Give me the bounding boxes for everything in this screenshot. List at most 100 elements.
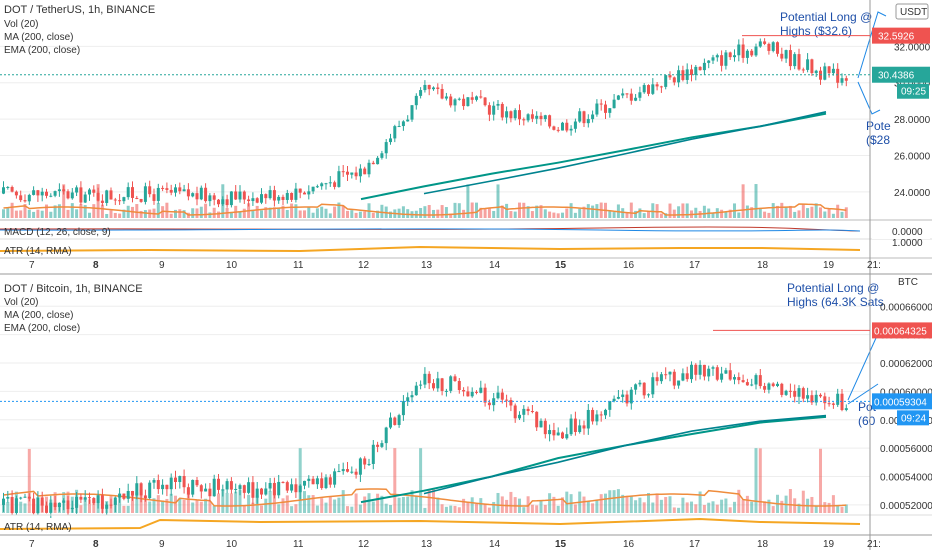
- bottom-candle: [647, 394, 650, 396]
- top-candle: [298, 188, 302, 193]
- top-volume-bar: [659, 213, 663, 218]
- bottom-price-tick: 0.00062000: [880, 359, 932, 370]
- top-long-arrow: [857, 11, 887, 79]
- top-candle: [66, 191, 70, 199]
- top-volume-bar: [500, 205, 504, 218]
- bottom-candle: [40, 497, 44, 506]
- bottom-candle: [440, 378, 444, 391]
- bottom-volume-bar: [780, 500, 784, 513]
- top-volume-bar: [10, 202, 14, 218]
- bottom-candle: [535, 411, 539, 428]
- top-candle: [277, 196, 281, 201]
- top-candle: [333, 182, 337, 187]
- bottom-volume-bar: [242, 505, 246, 513]
- bottom-volume-ma: [3, 488, 847, 507]
- top-last-label: 30.4386: [878, 71, 915, 82]
- top-volume-bar: [294, 204, 298, 218]
- top-candle: [324, 183, 328, 185]
- time-tick-bottom: 13: [421, 539, 433, 550]
- top-volume-bar: [290, 203, 294, 218]
- bottom-volume-bar: [247, 494, 251, 513]
- top-candle: [281, 196, 285, 200]
- bottom-last-label: 0.00059304: [874, 397, 927, 408]
- bottom-candle: [823, 396, 827, 404]
- top-candle: [88, 189, 91, 195]
- top-candle: [440, 88, 444, 99]
- bottom-volume-bar: [23, 503, 27, 513]
- top-candle: [444, 96, 448, 99]
- top-candle: [475, 96, 478, 100]
- bottom-volume-bar: [647, 493, 650, 513]
- top-candle: [19, 195, 23, 201]
- bottom-volume-bar: [801, 490, 805, 513]
- top-candle: [169, 189, 173, 193]
- top-volume-bar: [741, 184, 745, 218]
- top-candle: [143, 186, 147, 202]
- bottom-candle: [178, 476, 182, 483]
- bottom-candle: [616, 396, 620, 399]
- bottom-candle: [664, 374, 668, 376]
- bottom-volume-bar: [535, 505, 539, 513]
- currency-badge-top: [895, 3, 929, 20]
- top-volume-bar: [139, 210, 143, 218]
- top-volume-bar: [251, 209, 255, 218]
- top-atr-line: [0, 245, 861, 253]
- top-candle: [113, 199, 117, 201]
- bottom-volume-bar: [131, 493, 134, 513]
- bottom-candle: [724, 370, 728, 374]
- bottom-candle: [444, 390, 448, 392]
- top-candle: [591, 114, 595, 120]
- bottom-volume-bar: [625, 495, 629, 513]
- top-candle: [311, 186, 315, 192]
- top-candle: [728, 52, 732, 58]
- top-volume-bar: [229, 211, 233, 218]
- bottom-volume-bar: [204, 498, 208, 513]
- top-volume-bar: [763, 211, 767, 218]
- top-candle: [337, 171, 341, 187]
- bottom-volume-bar: [702, 504, 706, 513]
- top-volume-bar: [363, 211, 367, 218]
- bottom-candle: [410, 395, 414, 398]
- bottom-volume-bar: [294, 504, 298, 513]
- bottom-volume-bar: [475, 503, 478, 513]
- bottom-volume-bar: [195, 500, 199, 513]
- top-volume-bar: [642, 213, 646, 218]
- time-tick-top: 15: [555, 260, 567, 271]
- bottom-volume-bar: [771, 506, 775, 513]
- bottom-candle: [358, 458, 362, 475]
- top-volume-bar: [466, 184, 470, 218]
- top-candle: [771, 42, 775, 51]
- top-candle: [363, 168, 367, 175]
- bottom-candle: [397, 415, 401, 425]
- top-candle: [380, 153, 384, 158]
- bottom-candle: [776, 383, 779, 387]
- time-tick-top: 18: [757, 260, 769, 271]
- time-tick-top: 12: [358, 260, 370, 271]
- top-candle: [608, 108, 612, 113]
- bottom-volume-bar: [182, 499, 186, 513]
- bottom-candle: [715, 367, 719, 380]
- top-volume-bar: [827, 208, 831, 218]
- top-candle: [178, 187, 182, 192]
- top-volume-bar: [724, 211, 728, 218]
- top-volume-bar: [522, 202, 526, 218]
- bottom-volume-bar: [496, 492, 500, 513]
- top-candle: [505, 111, 509, 118]
- bottom-candle: [204, 488, 208, 492]
- bottom-candle: [242, 485, 246, 493]
- top-candle: [522, 119, 526, 121]
- bottom-candle: [745, 382, 749, 386]
- bottom-volume-bar: [397, 497, 401, 513]
- time-tick-top: 13: [421, 260, 433, 271]
- top-candle: [733, 55, 736, 58]
- top-candle: [32, 190, 36, 195]
- time-tick-bottom: 11: [293, 539, 304, 550]
- top-volume-bar: [328, 213, 332, 218]
- bottom-volume-bar: [612, 490, 616, 513]
- bottom-candle: [819, 394, 822, 397]
- top-volume-bar: [767, 212, 771, 218]
- top-candle: [737, 44, 741, 56]
- top-candle: [569, 128, 573, 131]
